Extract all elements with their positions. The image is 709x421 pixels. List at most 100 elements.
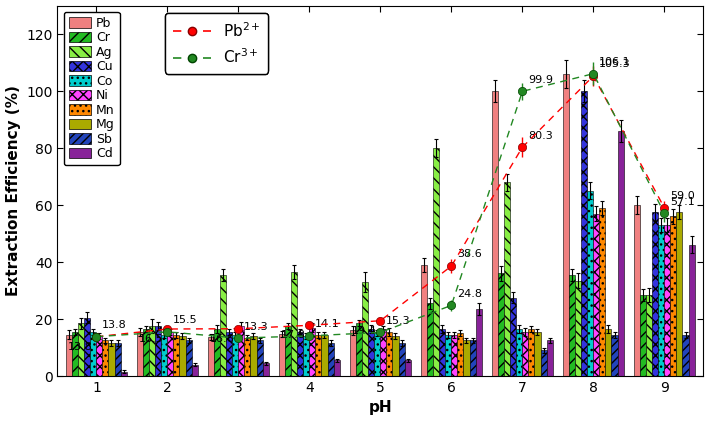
Bar [688,245,695,376]
Bar [528,329,535,376]
Text: 17.8: 17.8 [281,330,306,340]
Bar [433,148,440,376]
Bar [374,333,381,376]
Bar [102,341,108,376]
Text: 80.3: 80.3 [528,131,553,141]
Text: 14.1: 14.1 [315,319,340,329]
Bar [676,212,683,376]
Bar [635,205,640,376]
Bar [233,335,238,376]
Bar [393,336,398,376]
Bar [452,335,457,376]
Bar [498,273,504,376]
Bar [569,275,575,376]
Bar [155,326,162,376]
Bar [575,280,581,376]
Bar [108,343,114,376]
Bar [386,332,393,376]
Bar [143,329,150,376]
Bar [72,332,78,376]
Bar [659,225,664,376]
Bar [191,365,198,376]
Bar [535,332,540,376]
Bar [285,326,291,376]
Bar [245,338,250,376]
Bar [150,326,155,376]
Bar [593,213,599,376]
Bar [504,182,510,376]
Bar [186,341,191,376]
Bar [647,295,652,376]
Bar [563,74,569,376]
Bar [84,317,90,376]
Bar [605,329,611,376]
Bar [262,363,269,376]
Bar [356,323,362,376]
Text: 106.1: 106.1 [599,57,631,67]
Text: 15.5: 15.5 [173,315,198,325]
Text: 24.8: 24.8 [457,289,482,299]
Bar [309,328,316,376]
Bar [321,335,328,376]
Bar [469,341,476,376]
Bar [179,336,186,376]
Bar [138,332,143,376]
Bar [333,360,340,376]
Bar [214,329,220,376]
Bar [90,332,96,376]
Text: 16.5: 16.5 [139,334,164,344]
Bar [587,191,593,376]
Bar [238,326,245,376]
Bar [492,91,498,376]
Bar [440,329,445,376]
Bar [664,225,671,376]
Text: 19.4: 19.4 [352,325,377,336]
Bar [540,350,547,376]
Bar [618,131,624,376]
Bar [66,335,72,376]
Text: 99.9: 99.9 [528,75,553,85]
Text: 13.3: 13.3 [244,322,269,332]
Bar [303,336,309,376]
Y-axis label: Extraction Efficiency (%): Extraction Efficiency (%) [6,85,21,296]
Text: 15.3: 15.3 [386,316,411,326]
Bar [581,91,587,376]
Text: 57.1: 57.1 [670,197,695,207]
Bar [297,332,303,376]
Bar [476,309,481,376]
Text: 13.8: 13.8 [68,341,93,352]
Bar [350,330,356,376]
Bar [279,334,285,376]
Bar [220,275,226,376]
Bar [381,329,386,376]
Bar [611,335,618,376]
Bar [328,343,333,376]
Bar [250,336,257,376]
Bar [652,212,659,376]
Bar [398,343,405,376]
Bar [516,329,523,376]
Bar [671,216,676,376]
Bar [174,335,179,376]
Bar [464,341,469,376]
Bar [599,208,605,376]
Bar [457,333,464,376]
Text: 16.6: 16.6 [211,333,235,344]
Bar [428,304,433,376]
Bar [683,335,688,376]
Bar [121,372,127,376]
Bar [208,337,214,376]
Text: 13.8: 13.8 [102,320,127,330]
Legend: Pb$^{2+}$, Cr$^{3+}$: Pb$^{2+}$, Cr$^{3+}$ [165,13,269,74]
Bar [369,329,374,376]
Bar [421,265,428,376]
Text: 59.0: 59.0 [670,191,695,201]
Bar [547,341,552,376]
Bar [78,323,84,376]
Bar [362,282,369,376]
Bar [523,332,528,376]
Bar [162,335,167,376]
X-axis label: pH: pH [369,400,392,416]
Bar [510,298,516,376]
Bar [316,335,321,376]
